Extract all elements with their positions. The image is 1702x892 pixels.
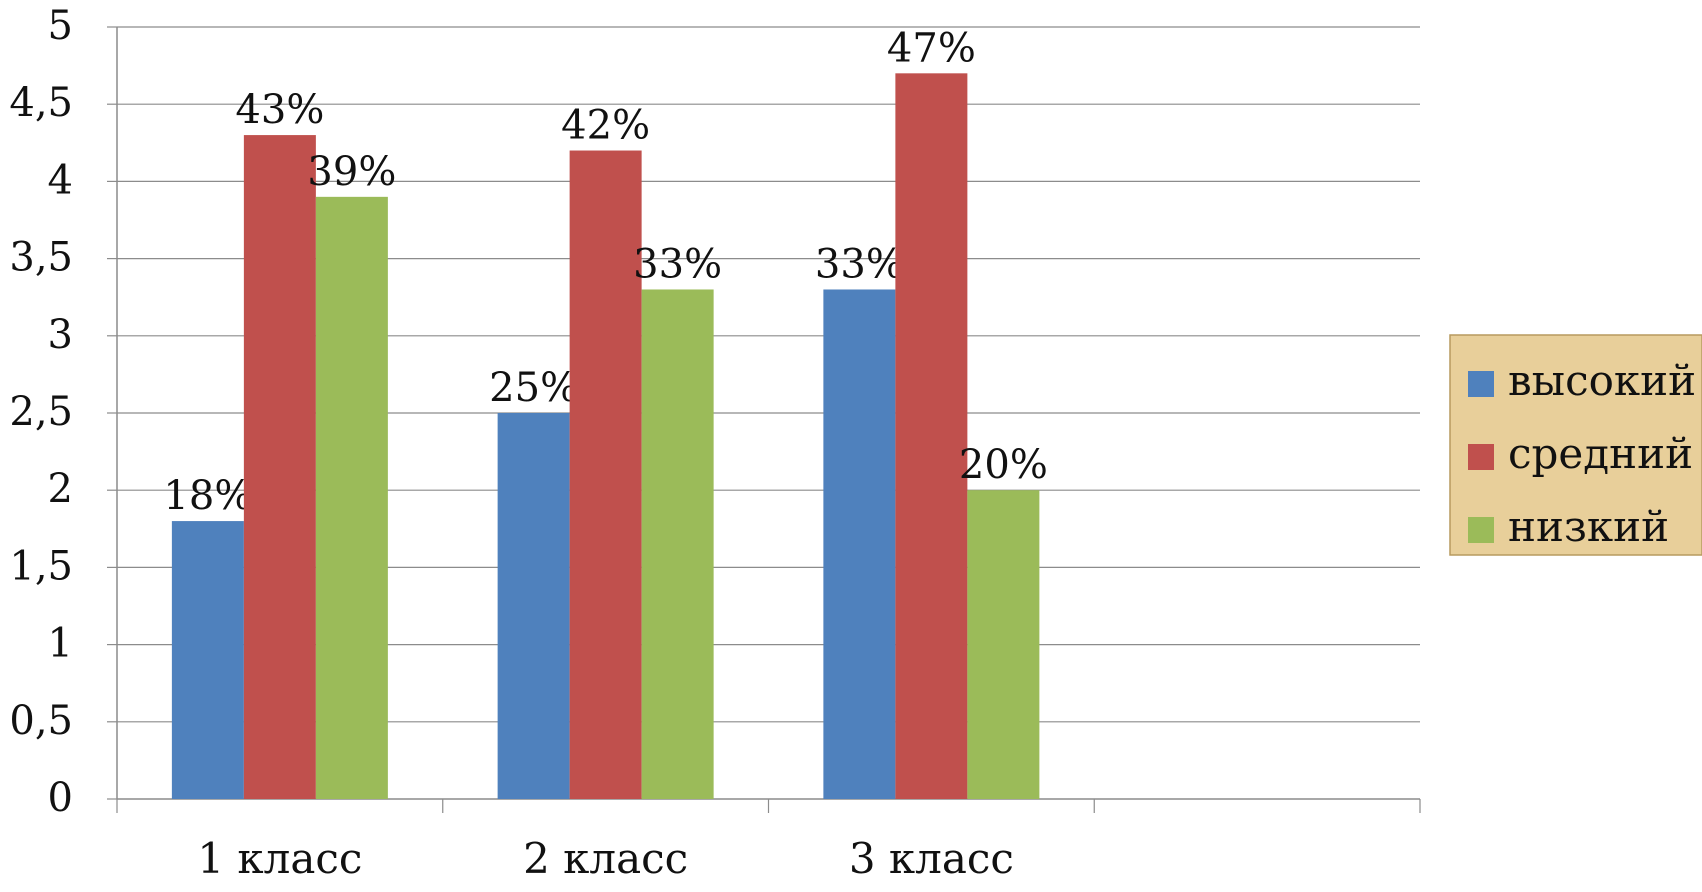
- y-tick-label: 5: [48, 3, 73, 49]
- legend-swatch: [1468, 371, 1494, 397]
- legend-label: высокий: [1508, 356, 1696, 405]
- bar-1-3: [823, 289, 896, 799]
- legend-swatch: [1468, 444, 1494, 470]
- data-label: 47%: [887, 25, 976, 71]
- bar-3-2: [641, 289, 714, 799]
- x-category-label: 1 класс: [197, 834, 362, 883]
- data-label: 25%: [489, 365, 578, 411]
- data-label: 18%: [163, 473, 252, 519]
- y-tick-label: 0: [48, 775, 73, 821]
- bar-2-2: [569, 150, 642, 799]
- y-tick-label: 4,5: [9, 80, 73, 126]
- x-category-label: 2 класс: [523, 834, 688, 883]
- y-tick-label: 3,5: [9, 235, 73, 281]
- data-label: 33%: [633, 241, 722, 287]
- y-tick-label: 3: [48, 312, 73, 358]
- bar-3-3: [967, 490, 1040, 799]
- data-label: 20%: [959, 442, 1048, 488]
- data-label: 33%: [815, 241, 904, 287]
- data-label: 43%: [235, 87, 324, 133]
- bar-3-1: [315, 196, 388, 800]
- y-tick-label: 2: [48, 466, 73, 512]
- y-tick-label: 0,5: [9, 698, 73, 744]
- bar-2-1: [243, 135, 316, 799]
- y-tick-label: 4: [48, 157, 73, 203]
- bar-1-1: [171, 521, 244, 799]
- legend-swatch: [1468, 517, 1494, 543]
- bar-2-3: [895, 73, 968, 799]
- y-tick-label: 1: [48, 621, 73, 667]
- bar-1-2: [497, 413, 570, 799]
- data-label: 42%: [561, 103, 650, 149]
- x-category-label: 3 класс: [849, 834, 1014, 883]
- legend-label: низкий: [1508, 502, 1669, 551]
- y-tick-label: 2,5: [9, 389, 73, 435]
- data-label: 39%: [307, 149, 396, 195]
- y-tick-label: 1,5: [9, 543, 73, 589]
- legend-label: средний: [1508, 429, 1693, 478]
